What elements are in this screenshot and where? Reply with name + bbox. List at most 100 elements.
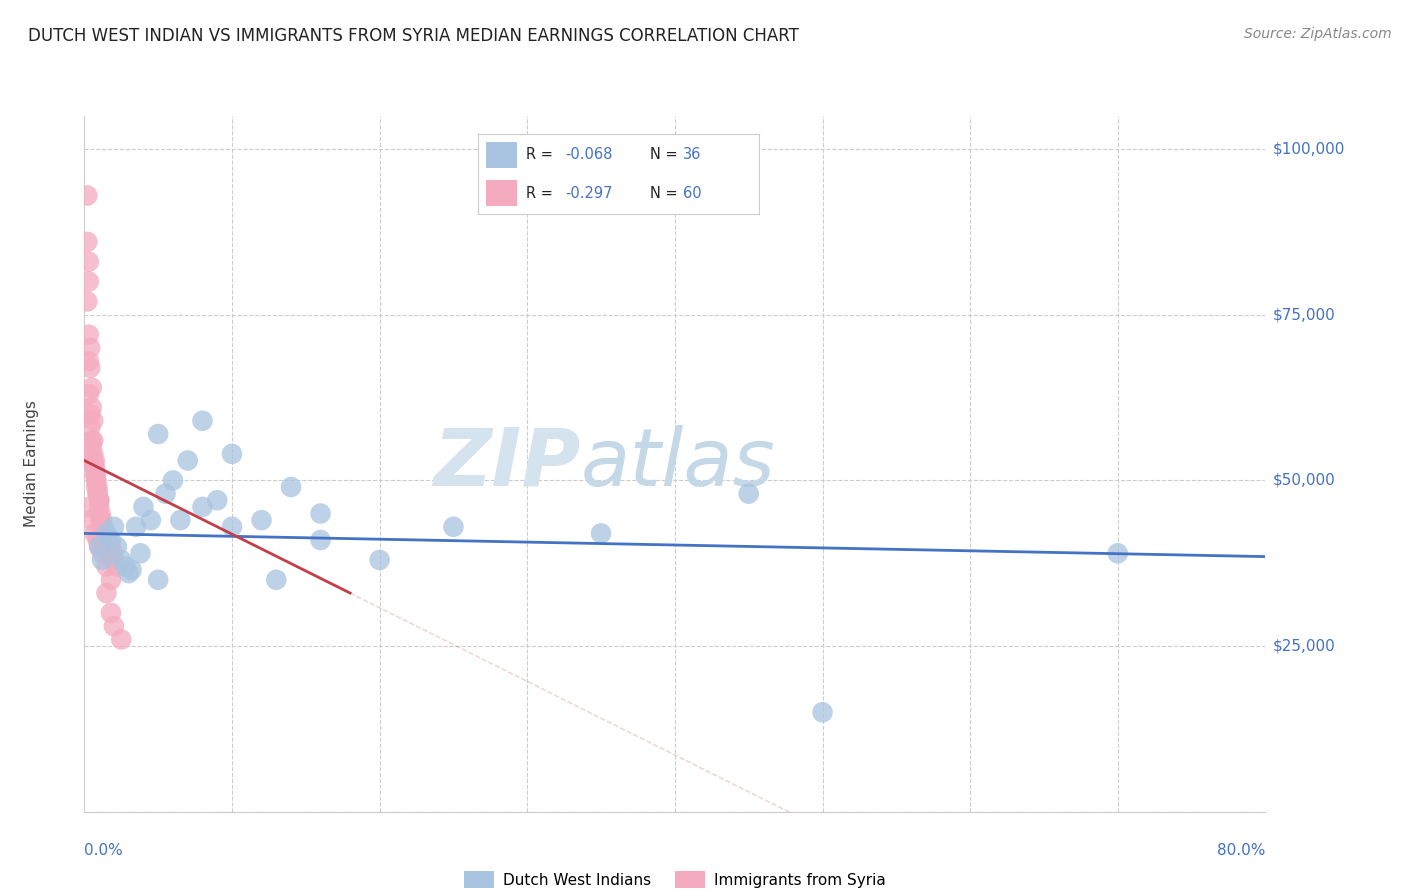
- Point: [100, 533, 122, 547]
- Point: [77, 354, 100, 368]
- Text: Source: ZipAtlas.com: Source: ZipAtlas.com: [1244, 27, 1392, 41]
- Text: $100,000: $100,000: [1272, 142, 1344, 157]
- Point: [118, 566, 141, 581]
- Point: [97, 533, 120, 547]
- Point: [103, 520, 125, 534]
- Point: [114, 559, 136, 574]
- Point: [103, 619, 125, 633]
- Point: [125, 520, 148, 534]
- Point: [221, 520, 243, 534]
- Point: [87, 493, 111, 508]
- Point: [100, 606, 122, 620]
- Point: [191, 500, 214, 514]
- Point: [100, 573, 122, 587]
- Point: [91, 553, 114, 567]
- Text: -0.297: -0.297: [565, 186, 613, 201]
- Point: [82, 453, 104, 467]
- Point: [205, 493, 228, 508]
- Point: [76, 294, 98, 309]
- Point: [87, 500, 111, 514]
- Point: [84, 474, 107, 488]
- Point: [148, 427, 170, 442]
- Point: [80, 440, 103, 454]
- Text: -0.068: -0.068: [565, 147, 613, 162]
- Point: [98, 540, 121, 554]
- Point: [121, 563, 143, 577]
- Point: [91, 513, 114, 527]
- Text: 36: 36: [683, 147, 702, 162]
- Point: [87, 540, 111, 554]
- Text: ZIP: ZIP: [433, 425, 581, 503]
- Point: [80, 381, 103, 395]
- Text: R =: R =: [526, 147, 557, 162]
- Point: [77, 500, 100, 514]
- Point: [280, 480, 302, 494]
- Text: N =: N =: [650, 186, 682, 201]
- Bar: [486, 142, 517, 168]
- Point: [148, 573, 170, 587]
- Point: [110, 553, 132, 567]
- Point: [309, 507, 332, 521]
- Bar: [486, 180, 517, 206]
- Point: [132, 500, 155, 514]
- Point: [162, 474, 184, 488]
- Text: N =: N =: [650, 147, 682, 162]
- Point: [169, 513, 191, 527]
- Point: [80, 513, 103, 527]
- Point: [368, 553, 391, 567]
- Point: [82, 414, 104, 428]
- Point: [77, 254, 100, 268]
- Point: [80, 434, 103, 448]
- Point: [76, 188, 98, 202]
- Text: DUTCH WEST INDIAN VS IMMIGRANTS FROM SYRIA MEDIAN EARNINGS CORRELATION CHART: DUTCH WEST INDIAN VS IMMIGRANTS FROM SYR…: [28, 27, 799, 45]
- Point: [79, 420, 101, 434]
- Point: [139, 513, 162, 527]
- Point: [87, 493, 111, 508]
- Point: [84, 474, 107, 488]
- Text: $50,000: $50,000: [1272, 473, 1336, 488]
- Point: [101, 546, 124, 560]
- Point: [77, 275, 100, 289]
- Point: [76, 235, 98, 249]
- Point: [221, 447, 243, 461]
- Point: [83, 453, 105, 467]
- Point: [86, 486, 108, 500]
- Point: [83, 467, 105, 481]
- Text: R =: R =: [526, 186, 557, 201]
- Point: [191, 414, 214, 428]
- Point: [96, 559, 118, 574]
- Point: [83, 526, 105, 541]
- Point: [93, 520, 115, 534]
- Point: [105, 540, 128, 554]
- Text: Median Earnings: Median Earnings: [24, 401, 39, 527]
- Point: [100, 540, 122, 554]
- Point: [110, 632, 132, 647]
- Point: [87, 540, 111, 554]
- Text: 80.0%: 80.0%: [1218, 843, 1265, 858]
- Point: [77, 387, 100, 401]
- Point: [91, 520, 114, 534]
- Point: [94, 526, 117, 541]
- Point: [83, 460, 105, 475]
- Point: [96, 533, 118, 547]
- Point: [591, 526, 613, 541]
- Point: [129, 546, 152, 560]
- Legend: Dutch West Indians, Immigrants from Syria: Dutch West Indians, Immigrants from Syri…: [457, 864, 893, 892]
- Point: [87, 493, 111, 508]
- Point: [96, 586, 118, 600]
- Point: [1107, 546, 1129, 560]
- Point: [91, 546, 114, 560]
- Point: [309, 533, 332, 547]
- Point: [83, 460, 105, 475]
- Text: $75,000: $75,000: [1272, 307, 1336, 322]
- Text: $25,000: $25,000: [1272, 639, 1336, 654]
- Point: [441, 520, 464, 534]
- Point: [86, 533, 108, 547]
- Point: [79, 407, 101, 421]
- Text: 60: 60: [683, 186, 702, 201]
- Point: [177, 453, 200, 467]
- Point: [86, 480, 108, 494]
- Point: [79, 360, 101, 375]
- Point: [82, 447, 104, 461]
- Point: [79, 341, 101, 355]
